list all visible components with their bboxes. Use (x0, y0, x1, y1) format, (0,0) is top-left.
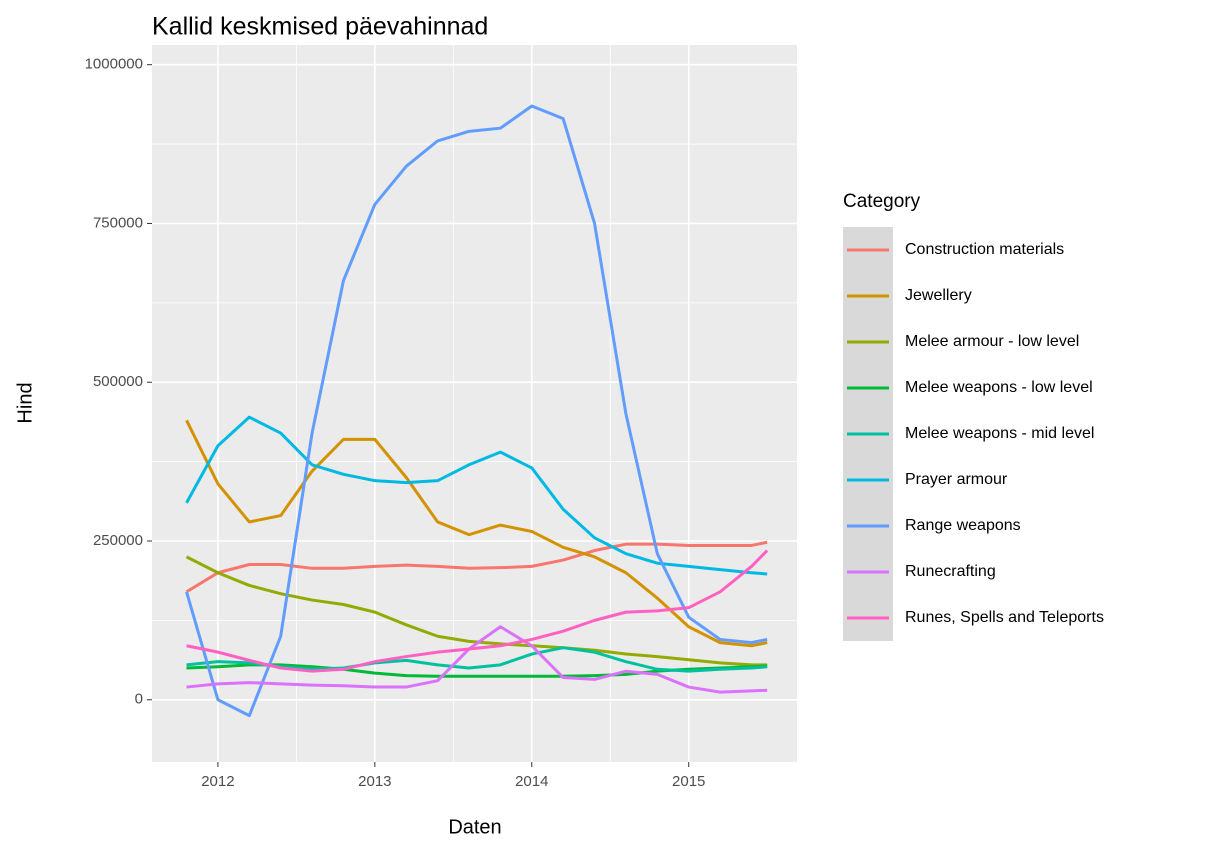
y-tick-label: 1000000 (85, 56, 143, 73)
plot-panel (152, 45, 797, 762)
series-line (185, 104, 768, 718)
legend-label: Runecrafting (905, 563, 996, 580)
x-tick-label: 2013 (358, 773, 391, 790)
legend-label: Runes, Spells and Teleports (905, 609, 1104, 626)
x-axis-title: Daten (448, 816, 501, 838)
series-line (186, 549, 769, 673)
legend-label: Melee weapons - mid level (905, 425, 1094, 442)
legend-label: Melee weapons - low level (905, 379, 1093, 396)
legend-label: Jewellery (905, 287, 972, 304)
y-tick-label: 750000 (93, 214, 143, 231)
chart-title: Kallid keskmised päevahinnad (152, 13, 488, 41)
legend-label: Prayer armour (905, 471, 1008, 488)
legend-title: Category (843, 191, 921, 212)
x-tick-label: 2014 (515, 773, 548, 790)
series-line (185, 415, 768, 576)
series-line (185, 419, 768, 648)
series-line (186, 625, 768, 694)
legend-label: Melee armour - low level (905, 333, 1079, 350)
x-tick-label: 2012 (201, 773, 234, 790)
legend-label: Construction materials (905, 241, 1064, 258)
y-tick-label: 500000 (93, 373, 143, 390)
x-tick-label: 2015 (672, 773, 705, 790)
y-tick-label: 0 (135, 691, 143, 708)
y-axis-title: Hind (14, 382, 36, 423)
y-tick-label: 250000 (93, 532, 143, 549)
legend-label: Range weapons (905, 517, 1021, 534)
series-line (185, 540, 768, 594)
